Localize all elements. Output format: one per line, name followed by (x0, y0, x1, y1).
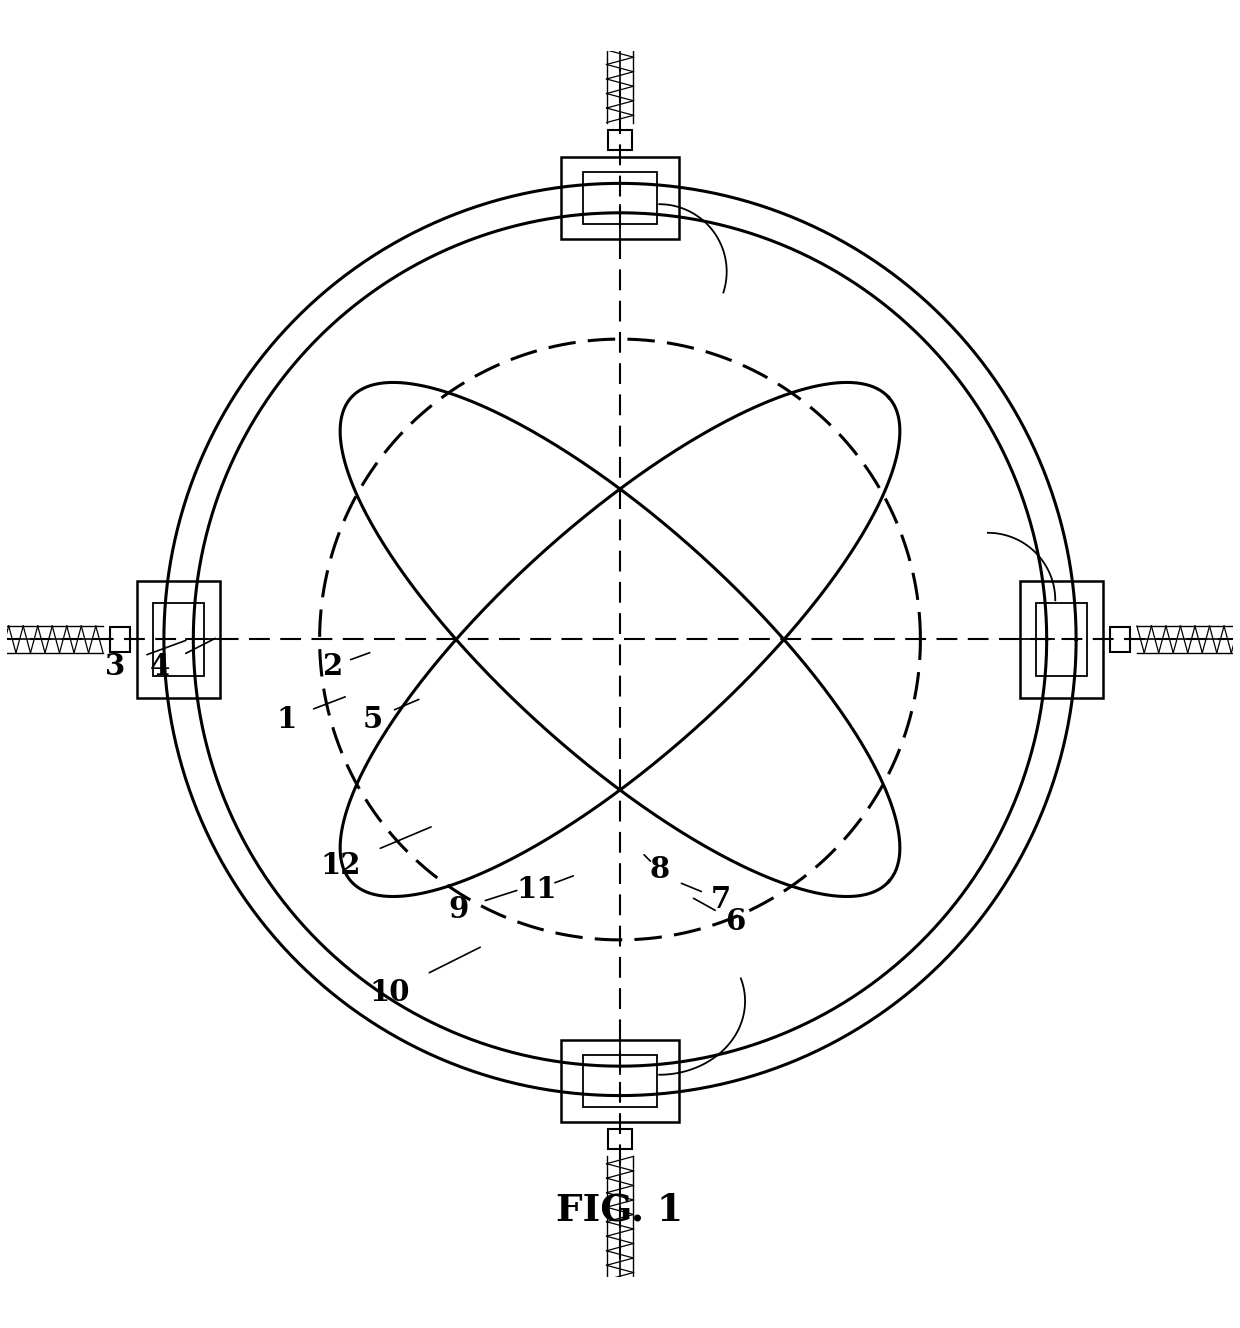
Text: 2: 2 (321, 652, 342, 681)
Text: 12: 12 (320, 850, 361, 879)
Text: 6: 6 (725, 907, 745, 936)
Text: 1: 1 (277, 705, 296, 733)
Bar (562, 157, 678, 239)
Bar (583, 1056, 657, 1106)
Text: 5: 5 (362, 705, 382, 733)
Text: 7: 7 (711, 884, 730, 914)
Bar (153, 603, 205, 676)
Bar (1035, 603, 1087, 676)
Text: 8: 8 (649, 855, 670, 884)
Bar (608, 1312, 632, 1328)
Text: FIG. 1: FIG. 1 (557, 1191, 683, 1228)
Bar (562, 1040, 678, 1122)
Text: 4: 4 (150, 652, 170, 681)
Text: 11: 11 (516, 875, 557, 904)
Bar (138, 580, 219, 699)
Bar (608, 130, 632, 150)
Bar (1110, 627, 1130, 652)
Bar (608, 1129, 632, 1149)
Bar (583, 173, 657, 224)
Text: 10: 10 (370, 979, 409, 1007)
Text: 3: 3 (104, 652, 125, 681)
Bar (1021, 580, 1102, 699)
Text: 9: 9 (448, 895, 469, 924)
Bar (110, 627, 130, 652)
